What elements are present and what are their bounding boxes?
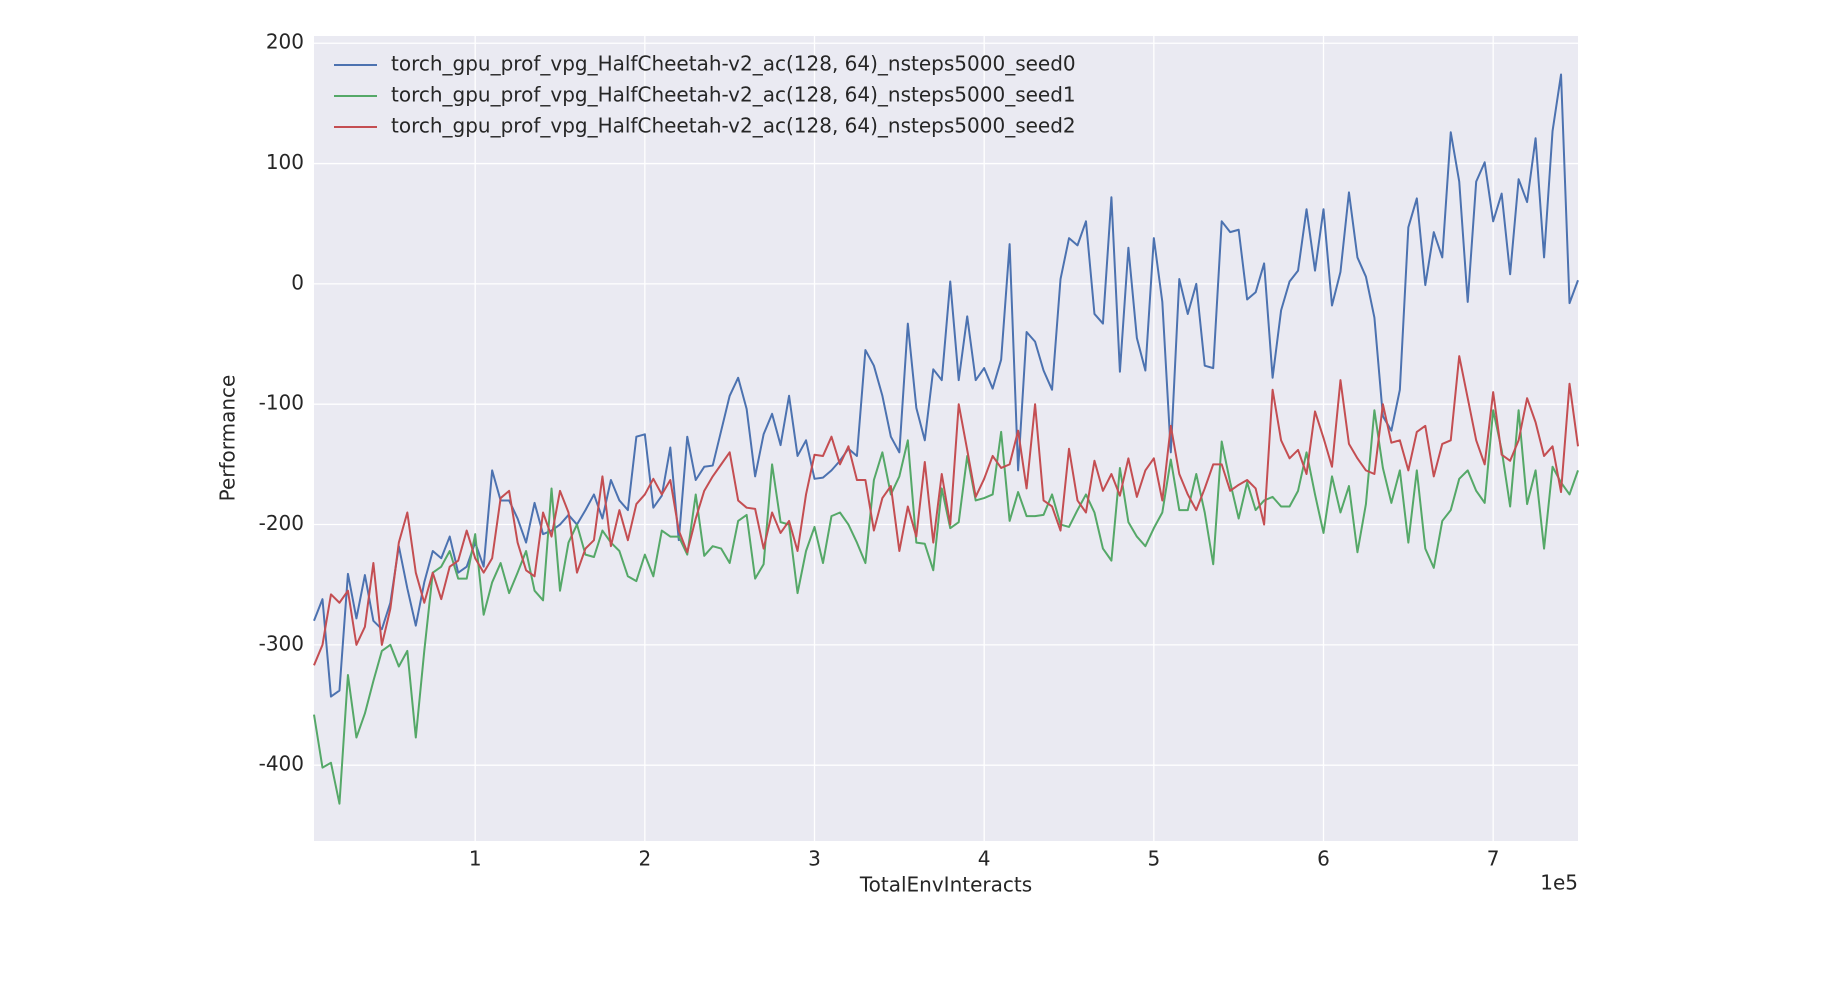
legend-label: torch_gpu_prof_vpg_HalfCheetah-v2_ac(128… xyxy=(391,83,1076,107)
x-tick-label: 5 xyxy=(1147,847,1160,871)
legend: torch_gpu_prof_vpg_HalfCheetah-v2_ac(128… xyxy=(334,52,1076,138)
y-tick-label: -400 xyxy=(259,752,304,776)
y-tick-label: 200 xyxy=(266,30,304,54)
x-tick-label: 1 xyxy=(469,847,482,871)
y-axis-label: Performance xyxy=(216,375,240,502)
x-tick-label: 3 xyxy=(808,847,821,871)
series-line xyxy=(313,409,1579,805)
x-axis-label: TotalEnvInteracts xyxy=(859,873,1032,897)
x-tick-label: 7 xyxy=(1487,847,1500,871)
y-tick-label: 0 xyxy=(291,270,304,294)
legend-label: torch_gpu_prof_vpg_HalfCheetah-v2_ac(128… xyxy=(391,114,1076,138)
x-tick-label: 4 xyxy=(978,847,991,871)
plot-area xyxy=(314,36,1578,841)
y-tick-label: -300 xyxy=(259,631,304,655)
lines xyxy=(313,73,1579,805)
x-offset-label: 1e5 xyxy=(1540,871,1578,895)
y-tick-label: -200 xyxy=(259,511,304,535)
y-tick-label: -100 xyxy=(259,391,304,415)
legend-label: torch_gpu_prof_vpg_HalfCheetah-v2_ac(128… xyxy=(391,52,1076,76)
series-line xyxy=(313,355,1579,666)
labels: TotalEnvInteracts 1e5 Performance -400 -3… xyxy=(216,30,1579,897)
x-tick-label: 6 xyxy=(1317,847,1330,871)
series-line xyxy=(313,73,1579,698)
x-tick-label: 2 xyxy=(638,847,651,871)
y-tick-label: 100 xyxy=(266,150,304,174)
